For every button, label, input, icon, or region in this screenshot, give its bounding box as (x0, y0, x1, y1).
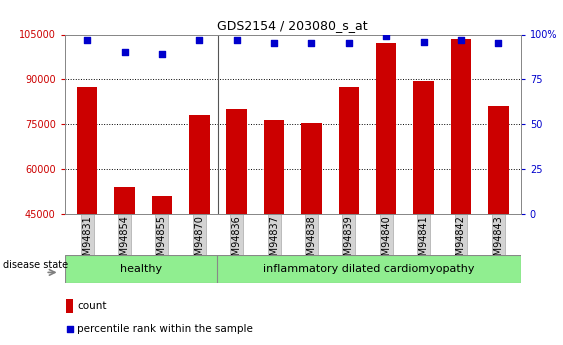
FancyBboxPatch shape (65, 255, 521, 283)
Text: percentile rank within the sample: percentile rank within the sample (77, 325, 253, 334)
Bar (488, 106, 508, 214)
Text: disease state: disease state (3, 260, 68, 270)
Bar (226, 109, 247, 214)
Bar (376, 43, 396, 214)
Point (158, 51, 167, 57)
Point (195, 37, 204, 43)
Bar (189, 115, 209, 214)
Point (419, 39, 428, 45)
Point (345, 41, 354, 46)
Point (120, 50, 129, 55)
Point (382, 33, 391, 39)
Bar (451, 39, 471, 214)
Bar (77, 87, 97, 214)
Bar (413, 81, 434, 214)
Point (232, 37, 241, 43)
Bar (264, 120, 284, 214)
Title: GDS2154 / 203080_s_at: GDS2154 / 203080_s_at (217, 19, 368, 32)
Text: inflammatory dilated cardiomyopathy: inflammatory dilated cardiomyopathy (263, 264, 475, 274)
Text: healthy: healthy (120, 264, 162, 274)
Bar (66, 299, 73, 313)
Bar (151, 196, 172, 214)
Point (307, 41, 316, 46)
Bar (301, 123, 321, 214)
Point (83, 37, 92, 43)
Point (65, 327, 74, 332)
Text: count: count (77, 301, 106, 311)
Bar (338, 87, 359, 214)
Bar (114, 187, 135, 214)
Point (270, 41, 279, 46)
Point (457, 37, 466, 43)
Point (494, 41, 503, 46)
